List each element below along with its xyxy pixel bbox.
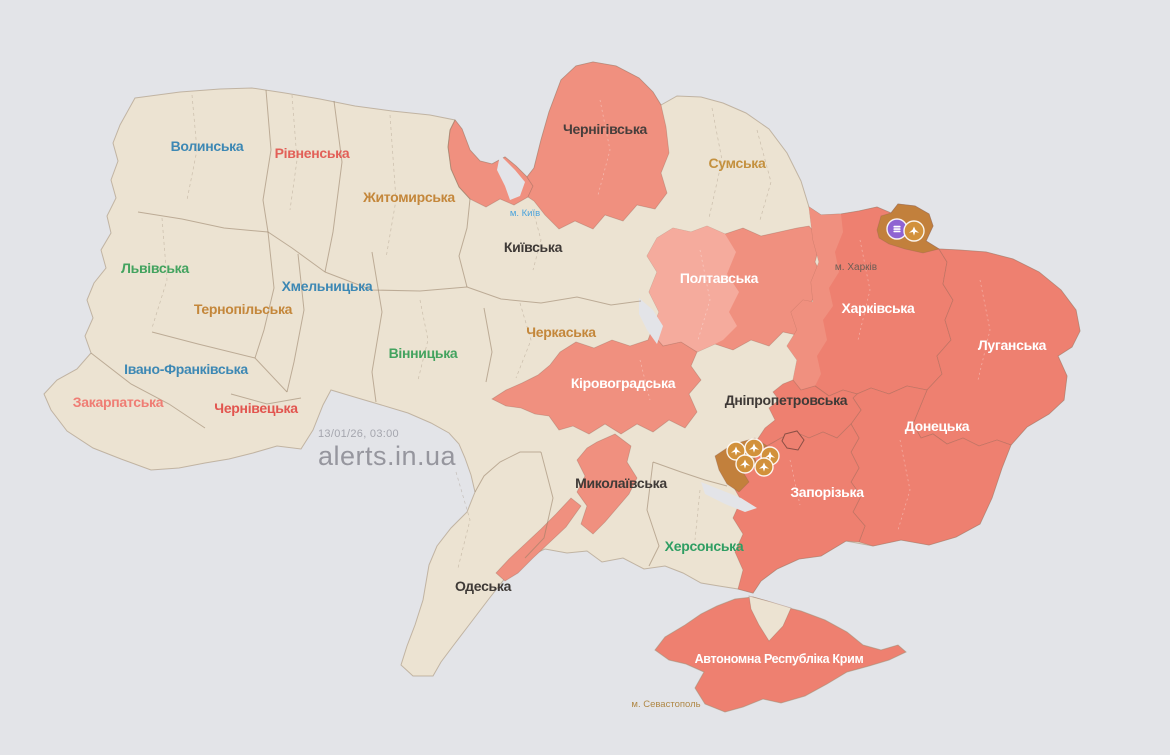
region-label-poltavska[interactable]: Полтавська: [680, 270, 759, 286]
region-label-dnipropetrovska[interactable]: Дніпропетровська: [725, 392, 848, 408]
kyiv-reservoir: [497, 155, 525, 200]
city-labels-layer: м. Київ м. Харків м. Севастополь: [510, 208, 877, 710]
region-shape-mykolaivska-coastal-districts[interactable]: [495, 497, 582, 582]
region-label-zakarpatska[interactable]: Закарпатська: [73, 394, 164, 410]
region-shape-krym[interactable]: [654, 596, 907, 713]
shelling-icon[interactable]: [886, 218, 908, 240]
city-label-kharkiv-city: м. Харків: [835, 262, 877, 273]
region-label-donetska[interactable]: Донецька: [905, 418, 970, 434]
alert-overlays[interactable]: [447, 61, 1081, 594]
region-shape-mykolaivska-central-districts[interactable]: [576, 433, 638, 535]
region-label-mykolaivska[interactable]: Миколаївська: [575, 475, 668, 491]
city-label-sevastopol-city: м. Севастополь: [631, 699, 700, 710]
region-label-zaporizka[interactable]: Запорізька: [790, 484, 864, 500]
region-shape-kirovohradska[interactable]: [491, 331, 702, 435]
region-label-cherkaska[interactable]: Черкаська: [526, 324, 596, 340]
oblast-borders: [90, 89, 728, 567]
kakhovka-reservoir: [701, 482, 757, 512]
region-label-kyivska[interactable]: Київська: [504, 239, 563, 255]
district-borders: [151, 94, 991, 569]
region-label-volynska[interactable]: Волинська: [171, 138, 245, 154]
city-label-kyiv-city: м. Київ: [510, 208, 540, 219]
region-label-chernivetska[interactable]: Чернівецька: [214, 400, 298, 416]
kremenchuk-reservoir: [639, 298, 663, 344]
region-shape-nikopol-selected-district[interactable]: [781, 430, 805, 451]
region-label-krym[interactable]: Автономна Республіка Крим: [695, 652, 864, 666]
drone-icon[interactable]: [735, 454, 755, 474]
region-label-ternopilska[interactable]: Тернопільська: [194, 301, 293, 317]
drone-icon[interactable]: [754, 457, 774, 477]
region-shape-kharkivska-west-districts[interactable]: [787, 207, 843, 390]
region-shape-chernihivska[interactable]: [526, 61, 670, 230]
region-label-zhytomyrska[interactable]: Житомирська: [362, 189, 456, 205]
region-label-kirovohradska[interactable]: Кіровоградська: [571, 375, 676, 391]
region-label-kharkivska[interactable]: Харківська: [841, 300, 915, 316]
region-label-lvivska[interactable]: Львівська: [121, 260, 189, 276]
region-labels-layer: Волинська Рівненська Житомирська Львівська Т…: [73, 121, 1047, 666]
region-shape-kherson-wedge[interactable]: [748, 595, 792, 642]
water-bodies: [497, 155, 757, 512]
region-label-luhanska[interactable]: Луганська: [978, 337, 1047, 353]
region-label-chernihivska[interactable]: Чернігівська: [563, 121, 648, 137]
region-label-odeska[interactable]: Одеська: [455, 578, 512, 594]
region-label-khersonska[interactable]: Херсонська: [665, 538, 744, 554]
threat-icons-layer[interactable]: [726, 218, 925, 477]
drone-icon[interactable]: [903, 220, 925, 242]
region-label-vinnytska[interactable]: Вінницька: [389, 345, 459, 361]
region-shape-poltavska-west-districts[interactable]: [647, 226, 739, 352]
region-label-khmelnytska[interactable]: Хмельницька: [282, 278, 374, 294]
region-label-ivano-frankivska[interactable]: Івано-Франківська: [124, 361, 249, 377]
region-label-rivnenska[interactable]: Рівненська: [275, 145, 351, 161]
region-label-sumska[interactable]: Сумська: [709, 155, 767, 171]
drone-icon[interactable]: [744, 438, 764, 458]
